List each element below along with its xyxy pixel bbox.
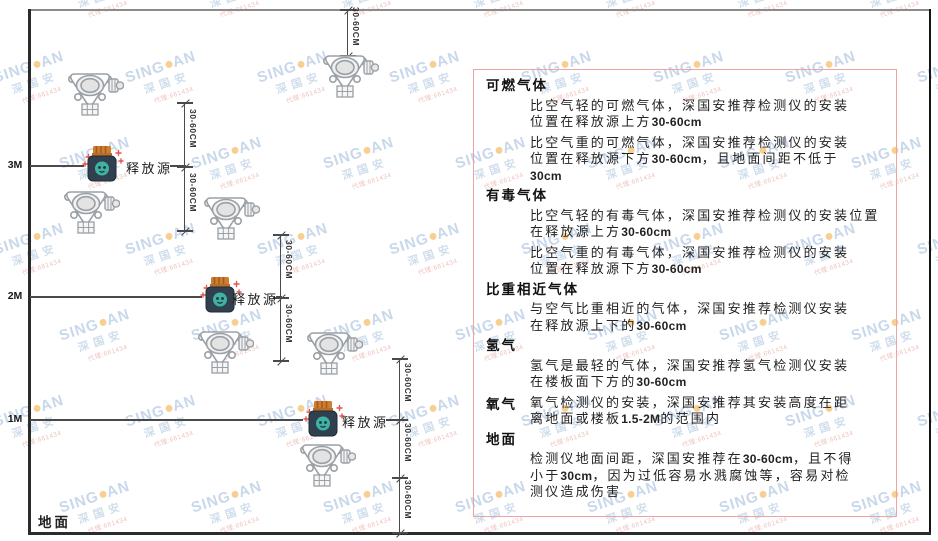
gas-detector-icon [306, 332, 364, 375]
gas-detector-icon [322, 55, 380, 98]
gas-detector [196, 328, 255, 380]
guideline-paragraph: 检测仪地面间距，深国安推荐在30-60cm，且不得 小于30cm，因为过低容易水溅… [530, 451, 884, 501]
guideline-line: 离地面或楼板1.5-2M的范围内 [530, 411, 722, 426]
dimension-line [399, 359, 401, 533]
guideline-paragraph: 比空气重的可燃气体，深国安推荐检测仪的安装 位置在释放源下方30-60cm，且地面… [530, 135, 884, 185]
guideline-line: 比空气轻的有毒气体，深国安推荐检测仪的安装位置 [530, 207, 880, 223]
guideline-line: 测仪造成伤害 [530, 484, 622, 499]
guideline-line: 位置在释放源下方30-60cm，且地面间距不低于 [530, 151, 839, 166]
dimension-label: 30-60CM [188, 173, 198, 213]
section-heading: 有毒气体 [486, 188, 548, 203]
gas-detector [202, 194, 261, 246]
guideline-paragraph: 比空气重的有毒气体，深国安推荐检测仪的安装 位置在释放源下方30-60cm [530, 245, 884, 278]
height-line [30, 165, 84, 167]
gas-detector-icon [63, 191, 121, 234]
dimension-label: 30-60CM [403, 423, 413, 463]
guideline-paragraph: 比空气轻的可燃气体，深国安推荐检测仪的安装 位置在释放源上方30-60cm [530, 98, 884, 131]
guideline-line: 在释放源上方30-60cm [530, 224, 672, 239]
guideline-line: 30cm [530, 168, 562, 183]
release-source [80, 144, 124, 191]
gas-detector [305, 329, 364, 381]
guideline-line: 氧气检测仪的安装，深国安推荐其安装高度在距 [530, 394, 850, 410]
dimension-label: 30-60CM [284, 304, 294, 344]
guideline-line: 与空气比重相近的气体，深国安推荐检测仪安装 [530, 301, 850, 316]
guideline-section: 比重相近气体与空气比重相近的气体，深国安推荐检测仪安装 在释放源上下的30-60c… [486, 282, 884, 335]
height-line [30, 296, 202, 298]
dimension-line [347, 10, 349, 56]
ground-line [28, 532, 931, 535]
guideline-paragraph: 比空气轻的有毒气体，深国安推荐检测仪的安装位置 在释放源上方30-60cm [530, 208, 884, 241]
gas-detector-icon [203, 197, 261, 240]
dimension-label: 30-60CM [188, 109, 198, 149]
guidelines-panel: 可燃气体比空气轻的可燃气体，深国安推荐检测仪的安装 位置在释放源上方30-60cm… [473, 69, 897, 517]
guideline-line: 检测仪地面间距，深国安推荐在30-60cm，且不得 [530, 451, 854, 466]
release-source [301, 399, 345, 446]
release-source-label: 释放源 [126, 161, 173, 176]
height-label: 2M [7, 290, 23, 302]
dimension-label: 30-60CM [403, 363, 413, 403]
connector-line [170, 165, 186, 167]
wall-line [28, 9, 31, 535]
guideline-line: 小于30cm，因为过低容易水溅腐蚀等，容易对检 [530, 467, 851, 483]
release-source-icon [303, 401, 345, 437]
dimension-label: 30-60CM [351, 7, 361, 47]
section-heading: 地面 [486, 431, 517, 447]
release-source-label: 释放源 [232, 292, 279, 307]
guideline-line: 氢气是最轻的气体，深国安推荐氢气检测仪安装 [530, 357, 850, 373]
connector-line [276, 296, 282, 298]
guideline-line: 位置在释放源下方30-60cm [530, 261, 702, 276]
gas-detector-icon [67, 73, 125, 116]
right-border-line [928, 9, 931, 535]
section-heading: 氢气 [486, 338, 517, 353]
guideline-section: 可燃气体比空气轻的可燃气体，深国安推荐检测仪的安装 位置在释放源上方30-60cm… [486, 78, 884, 184]
guideline-line: 位置在释放源上方30-60cm [530, 114, 702, 129]
ceiling-line [28, 9, 931, 11]
height-label: 3M [7, 159, 23, 171]
gas-detector-icon [299, 444, 357, 487]
guideline-line: 比空气重的有毒气体，深国安推荐检测仪的安装 [530, 244, 850, 260]
dimension-label: 30-60CM [403, 480, 413, 520]
guideline-line: 在楼板面下方的30-60cm [530, 374, 687, 389]
guideline-section: 有毒气体比空气轻的有毒气体，深国安推荐检测仪的安装位置 在释放源上方30-60cm… [486, 188, 884, 278]
guideline-paragraph: 氧气检测仪的安装，深国安推荐其安装高度在距 离地面或楼板1.5-2M的范围内 [530, 395, 884, 428]
gas-detector-icon [197, 331, 255, 374]
section-heading: 可燃气体 [486, 78, 548, 93]
guideline-line: 比空气轻的可燃气体，深国安推荐检测仪的安装 [530, 97, 850, 113]
release-source-icon [82, 146, 124, 182]
gas-detector [298, 441, 357, 493]
height-line [30, 419, 303, 421]
gas-detector [62, 188, 121, 240]
dimension-label: 30-60CM [284, 240, 294, 280]
section-heading: 氧气 [486, 396, 517, 412]
gas-detector [66, 70, 125, 122]
ground-label: 地面 [38, 515, 71, 530]
section-heading: 比重相近气体 [486, 281, 579, 297]
guideline-line: 在释放源上下的30-60cm [530, 317, 687, 333]
guideline-paragraph: 氢气是最轻的气体，深国安推荐氢气检测仪安装 在楼板面下方的30-60cm [530, 358, 884, 391]
guideline-paragraph: 与空气比重相近的气体，深国安推荐检测仪安装 在释放源上下的30-60cm [530, 301, 884, 334]
release-source-label: 释放源 [342, 415, 389, 430]
guideline-section: 地面 检测仪地面间距，深国安推荐在30-60cm，且不得 小于30cm，因为过低容易… [486, 432, 884, 501]
release-source-icon [200, 277, 242, 313]
release-source [198, 275, 242, 322]
guideline-line: 比空气重的可燃气体，深国安推荐检测仪的安装 [530, 134, 850, 150]
gas-detector [321, 52, 380, 104]
height-label: 1M [7, 413, 23, 425]
guideline-section: 氢气 氢气是最轻的气体，深国安推荐氢气检测仪安装 在楼板面下方的30-60cm [486, 338, 884, 391]
guideline-section: 氧气 氧气检测仪的安装，深国安推荐其安装高度在距 离地面或楼板1.5-2M的范围内 [486, 395, 884, 428]
